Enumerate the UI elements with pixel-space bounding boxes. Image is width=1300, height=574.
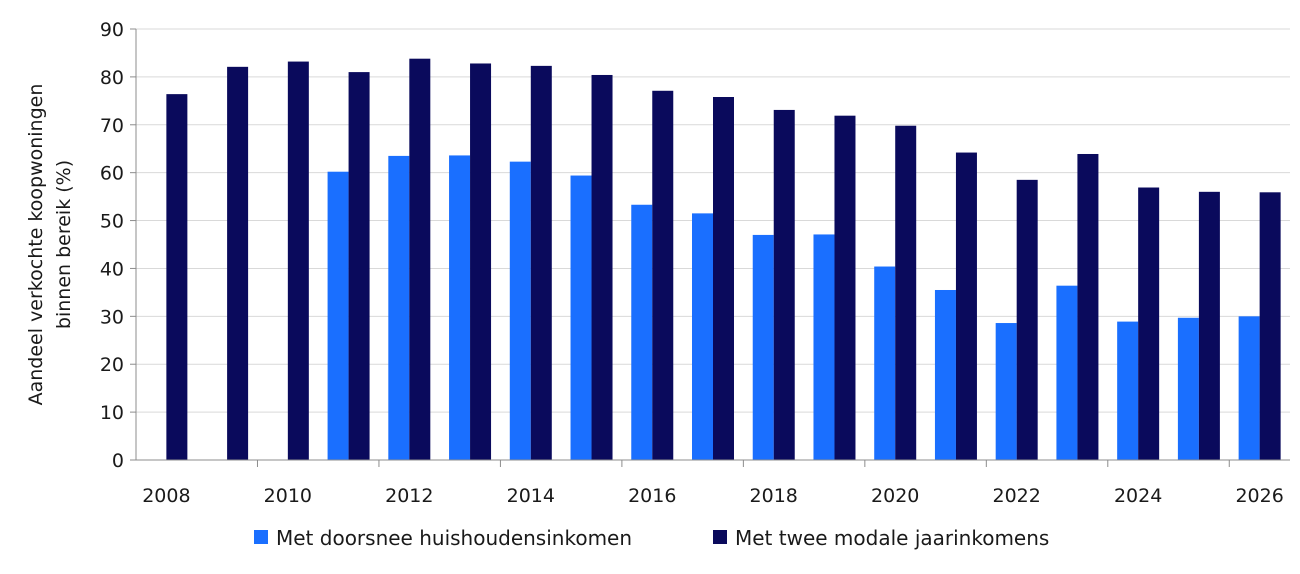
bar-modaal-2019 [834,115,856,460]
bar-doorsnee-2017 [692,213,713,460]
bar-modaal-2021 [955,152,977,460]
legend-swatch [713,530,727,544]
bar-modaal-2018 [773,109,795,460]
y-tick-label: 30 [100,306,124,328]
x-tick-label: 2014 [507,485,555,507]
bars [166,58,1281,461]
bar-doorsnee-2013 [449,155,471,460]
bar-doorsnee-2014 [509,161,531,460]
bar-doorsnee-2024 [1117,321,1139,460]
bar-modaal-2009 [227,66,249,461]
x-tick-label: 2012 [385,485,433,507]
y-tick-labels: 0 10 20 30 40 50 60 70 80 90 [100,19,124,472]
y-tick-label: 20 [100,354,124,376]
bar-modaal-2008 [166,94,188,460]
y-tick-label: 70 [100,115,124,137]
bar-modaal-2017 [713,97,734,460]
bar-modaal-2012 [409,58,431,461]
bar-modaal-2026 [1259,192,1281,460]
y-axis-title: Aandeel verkochte koopwoningen binnen ber… [25,84,75,406]
bar-modaal-2013 [470,63,492,460]
y-tick-label: 10 [100,402,124,424]
x-tick-labels: 2008 2010 2012 2014 2016 2018 2020 2022 2024 2026 [142,485,1284,507]
bar-doorsnee-2019 [813,234,835,460]
x-tick-label: 2018 [750,485,798,507]
bar-modaal-2011 [348,72,370,460]
bar-doorsnee-2020 [874,266,896,460]
bar-doorsnee-2015 [570,175,592,461]
bar-modaal-2016 [652,90,674,460]
bar-doorsnee-2021 [934,289,956,460]
bar-modaal-2014 [530,65,552,460]
x-tick-label: 2020 [871,485,919,507]
y-axis-title-line: Aandeel verkochte koopwoningen [25,84,47,406]
bar-modaal-2015 [591,74,613,461]
y-tick-label: 50 [100,211,124,233]
bar-doorsnee-2018 [752,234,774,460]
bar-modaal-2022 [1016,179,1038,460]
y-tick-label: 0 [112,450,124,472]
bar-doorsnee-2011 [327,171,349,460]
legend-label: Met twee modale jaarinkomens [735,526,1049,550]
x-tick-label: 2010 [264,485,312,507]
x-tick-label: 2022 [993,485,1041,507]
y-tick-label: 40 [100,258,124,280]
bar-modaal-2010 [287,61,309,460]
legend-label: Met doorsnee huishoudensinkomen [276,526,632,550]
bar-doorsnee-2025 [1177,317,1199,460]
bar-doorsnee-2012 [388,155,410,460]
y-tick-label: 80 [100,67,124,89]
bar-modaal-2020 [895,125,917,460]
bar-modaal-2024 [1138,187,1160,461]
bar-modaal-2025 [1198,191,1220,461]
y-tick-label: 60 [100,163,124,185]
bar-doorsnee-2023 [1056,285,1078,460]
bar-doorsnee-2022 [995,323,1017,460]
x-tick-label: 2024 [1114,485,1162,507]
y-axis-title-line: binnen bereik (%) [53,160,75,329]
x-tick-label: 2008 [142,485,190,507]
x-tick-label: 2016 [628,485,676,507]
bar-doorsnee-2026 [1238,316,1260,460]
bar-modaal-2023 [1077,153,1099,461]
axes [130,28,1290,467]
legend-swatch [254,530,268,544]
legend: Met doorsnee huishoudensinkomen Met twee … [254,526,1049,550]
x-tick-label: 2026 [1235,485,1283,507]
y-tick-label: 90 [100,19,124,41]
bar-doorsnee-2016 [631,204,653,460]
